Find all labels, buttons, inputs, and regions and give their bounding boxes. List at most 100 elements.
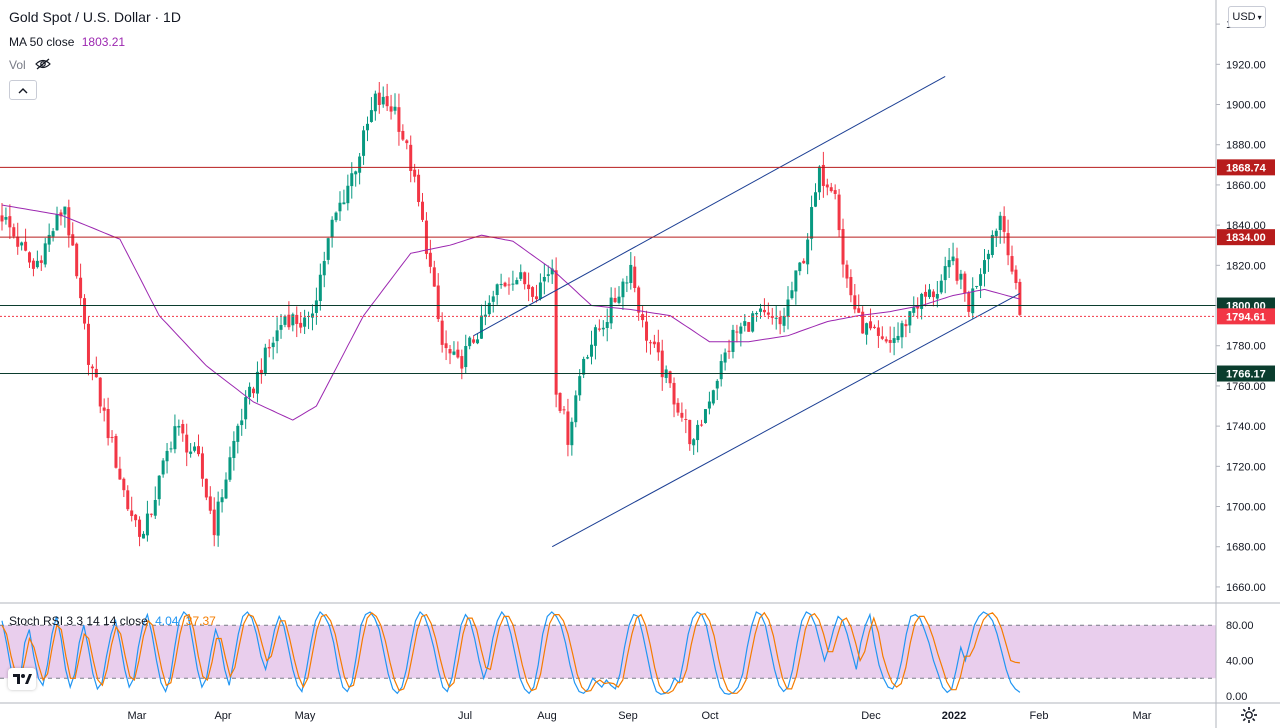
candle-down[interactable] xyxy=(299,323,302,328)
candle-up[interactable] xyxy=(63,207,66,215)
candle-down[interactable] xyxy=(853,295,856,309)
candle-down[interactable] xyxy=(130,510,133,516)
candle-up[interactable] xyxy=(146,514,149,536)
candle-down[interactable] xyxy=(834,190,837,194)
candle-down[interactable] xyxy=(79,278,82,298)
candle-up[interactable] xyxy=(382,97,385,105)
candle-down[interactable] xyxy=(700,425,703,426)
collapse-legend-button[interactable] xyxy=(9,80,37,100)
candle-down[interactable] xyxy=(507,284,510,285)
candle-up[interactable] xyxy=(56,214,59,230)
candle-down[interactable] xyxy=(728,351,731,352)
candle-up[interactable] xyxy=(217,502,220,536)
candle-up[interactable] xyxy=(944,266,947,280)
candle-up[interactable] xyxy=(511,284,514,285)
candle-down[interactable] xyxy=(747,322,750,332)
candle-down[interactable] xyxy=(779,317,782,324)
candle-up[interactable] xyxy=(221,497,224,502)
candle-up[interactable] xyxy=(983,260,986,274)
candle-down[interactable] xyxy=(830,187,833,191)
candle-down[interactable] xyxy=(71,234,74,245)
candle-up[interactable] xyxy=(790,290,793,298)
stoch-legend[interactable]: Stoch RSI 3 3 14 14 close 4.04 37.37 xyxy=(9,614,216,628)
candle-up[interactable] xyxy=(20,242,23,245)
candle-up[interactable] xyxy=(346,186,349,203)
candle-up[interactable] xyxy=(743,321,746,326)
candle-down[interactable] xyxy=(397,107,400,132)
candle-down[interactable] xyxy=(598,328,601,329)
candle-down[interactable] xyxy=(802,261,805,263)
candle-up[interactable] xyxy=(696,425,699,440)
candle-down[interactable] xyxy=(684,419,687,420)
candle-up[interactable] xyxy=(908,311,911,325)
candle-down[interactable] xyxy=(967,293,970,312)
candle-up[interactable] xyxy=(610,298,613,324)
candle-down[interactable] xyxy=(209,496,212,510)
candle-down[interactable] xyxy=(1003,216,1006,232)
candle-up[interactable] xyxy=(928,289,931,297)
candle-down[interactable] xyxy=(83,298,86,323)
candle-down[interactable] xyxy=(566,411,569,444)
candle-up[interactable] xyxy=(806,240,809,265)
tradingview-logo-icon[interactable] xyxy=(8,668,36,690)
price-axis[interactable]: 1660.00 1680.00 1700.00 1720.00 1740.00 1760.… xyxy=(1216,0,1275,728)
candle-up[interactable] xyxy=(912,307,915,312)
candle-up[interactable] xyxy=(36,261,39,267)
candle-down[interactable] xyxy=(67,207,70,235)
candle-down[interactable] xyxy=(114,436,117,468)
candle-down[interactable] xyxy=(24,242,27,251)
candle-up[interactable] xyxy=(574,395,577,422)
candle-up[interactable] xyxy=(539,282,542,299)
candle-up[interactable] xyxy=(228,457,231,479)
candle-down[interactable] xyxy=(842,229,845,265)
candle-up[interactable] xyxy=(319,275,322,301)
candle-down[interactable] xyxy=(653,342,656,345)
candle-up[interactable] xyxy=(162,460,165,474)
candle-down[interactable] xyxy=(562,409,565,410)
candle-down[interactable] xyxy=(527,285,530,289)
candle-down[interactable] xyxy=(963,274,966,293)
candle-up[interactable] xyxy=(704,409,707,423)
candle-down[interactable] xyxy=(535,296,538,299)
candle-down[interactable] xyxy=(138,520,141,537)
candle-down[interactable] xyxy=(559,393,562,411)
candle-up[interactable] xyxy=(952,257,955,262)
candle-up[interactable] xyxy=(959,274,962,280)
candle-up[interactable] xyxy=(394,107,397,111)
candle-down[interactable] xyxy=(688,420,691,444)
candle-up[interactable] xyxy=(496,284,499,295)
candle-up[interactable] xyxy=(358,157,361,173)
channel-trendline[interactable] xyxy=(474,76,946,335)
candle-up[interactable] xyxy=(519,272,522,279)
candle-down[interactable] xyxy=(680,413,683,418)
candle-down[interactable] xyxy=(877,328,880,336)
candle-up[interactable] xyxy=(606,322,609,328)
vol-legend[interactable]: Vol xyxy=(9,58,51,73)
candle-down[interactable] xyxy=(555,270,558,394)
candle-down[interactable] xyxy=(8,216,11,227)
candle-up[interactable] xyxy=(547,274,550,276)
candle-up[interactable] xyxy=(731,330,734,352)
candle-up[interactable] xyxy=(173,426,176,449)
candle-down[interactable] xyxy=(1007,233,1010,255)
candle-down[interactable] xyxy=(873,327,876,328)
gear-icon[interactable] xyxy=(1240,706,1258,724)
candle-up[interactable] xyxy=(244,397,247,419)
candle-up[interactable] xyxy=(52,231,55,236)
candle-down[interactable] xyxy=(111,437,114,438)
candle-up[interactable] xyxy=(586,357,589,358)
currency-selector[interactable]: USD ▾ xyxy=(1228,6,1266,28)
candle-down[interactable] xyxy=(767,312,770,314)
candle-up[interactable] xyxy=(621,282,624,298)
candle-up[interactable] xyxy=(232,441,235,458)
candle-down[interactable] xyxy=(1,215,4,221)
candle-down[interactable] xyxy=(504,283,507,287)
candle-down[interactable] xyxy=(213,510,216,536)
candle-down[interactable] xyxy=(268,347,271,348)
candle-up[interactable] xyxy=(166,451,169,461)
candle-up[interactable] xyxy=(712,390,715,403)
candle-down[interactable] xyxy=(75,244,78,276)
candle-down[interactable] xyxy=(735,332,738,333)
candle-up[interactable] xyxy=(335,213,338,221)
candle-down[interactable] xyxy=(421,202,424,220)
